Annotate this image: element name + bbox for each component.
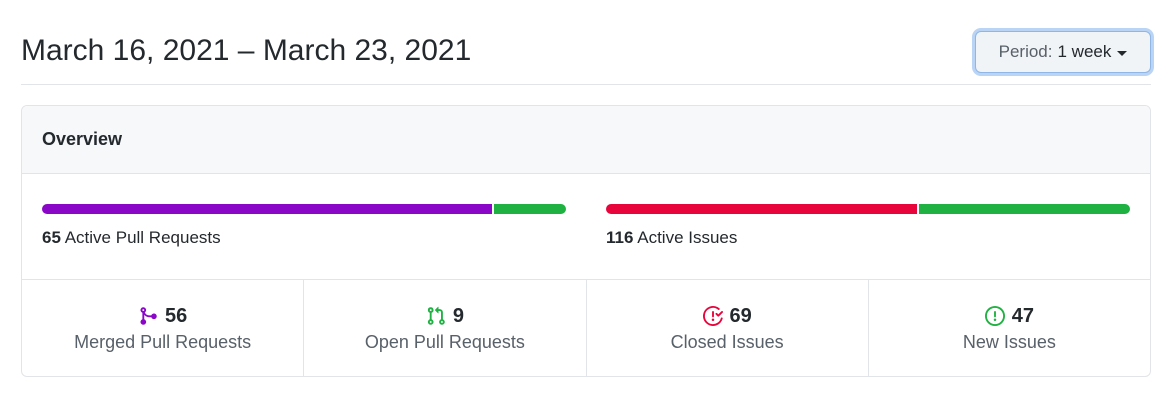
pull-requests-bar	[42, 204, 566, 214]
open-pr-segment	[493, 204, 566, 214]
caret-down-icon	[1117, 50, 1128, 56]
active-pull-requests-count: 65	[42, 228, 61, 247]
activity-bars-row: 65 Active Pull Requests 116 Active Issue…	[22, 174, 1150, 280]
issue-closed-icon	[702, 306, 723, 326]
issues-summary[interactable]: 116 Active Issues	[606, 204, 1130, 248]
closed-issues-label: Closed Issues	[670, 332, 784, 352]
new-issues-count: 47	[1011, 305, 1034, 327]
pulse-header: March 16, 2021 – March 23, 2021 Period: …	[21, 0, 1151, 85]
pull-request-icon	[427, 306, 445, 325]
merged-pull-requests-label: Merged Pull Requests	[74, 332, 252, 352]
merged-pr-segment	[42, 204, 492, 214]
period-label: Period:	[998, 42, 1053, 61]
merged-pull-requests-count: 56	[165, 305, 188, 327]
period-value: 1 week	[1057, 42, 1112, 61]
stats-row: 56 Merged Pull Requests 9 Open Pull Requ…	[22, 280, 1150, 376]
issues-bar	[606, 204, 1130, 214]
closed-issues-stat[interactable]: 69 Closed Issues	[587, 280, 869, 376]
active-issues-caption: 116 Active Issues	[606, 228, 1130, 248]
new-issues-segment	[918, 204, 1130, 214]
issue-opened-icon	[984, 306, 1005, 326]
open-pull-requests-count: 9	[452, 305, 464, 327]
period-dropdown-button[interactable]: Period: 1 week	[975, 31, 1151, 73]
merged-pull-requests-stat[interactable]: 56 Merged Pull Requests	[22, 280, 305, 376]
open-pull-requests-stat[interactable]: 9 Open Pull Requests	[304, 280, 587, 376]
active-issues-label: Active Issues	[637, 228, 738, 247]
active-pull-requests-label: Active Pull Requests	[64, 228, 221, 247]
date-range-title: March 16, 2021 – March 23, 2021	[21, 34, 472, 67]
new-issues-stat[interactable]: 47 New Issues	[869, 280, 1150, 376]
closed-issues-count: 69	[729, 305, 752, 327]
merge-icon	[140, 307, 157, 325]
pull-requests-summary[interactable]: 65 Active Pull Requests	[42, 204, 566, 248]
overview-box: Overview 65 Active Pull Requests 116 Act…	[21, 105, 1151, 377]
open-pull-requests-label: Open Pull Requests	[364, 332, 525, 352]
active-pull-requests-caption: 65 Active Pull Requests	[42, 228, 566, 248]
overview-title: Overview	[22, 106, 1150, 174]
new-issues-label: New Issues	[962, 332, 1056, 352]
active-issues-count: 116	[606, 228, 634, 247]
closed-issues-segment	[606, 204, 917, 214]
